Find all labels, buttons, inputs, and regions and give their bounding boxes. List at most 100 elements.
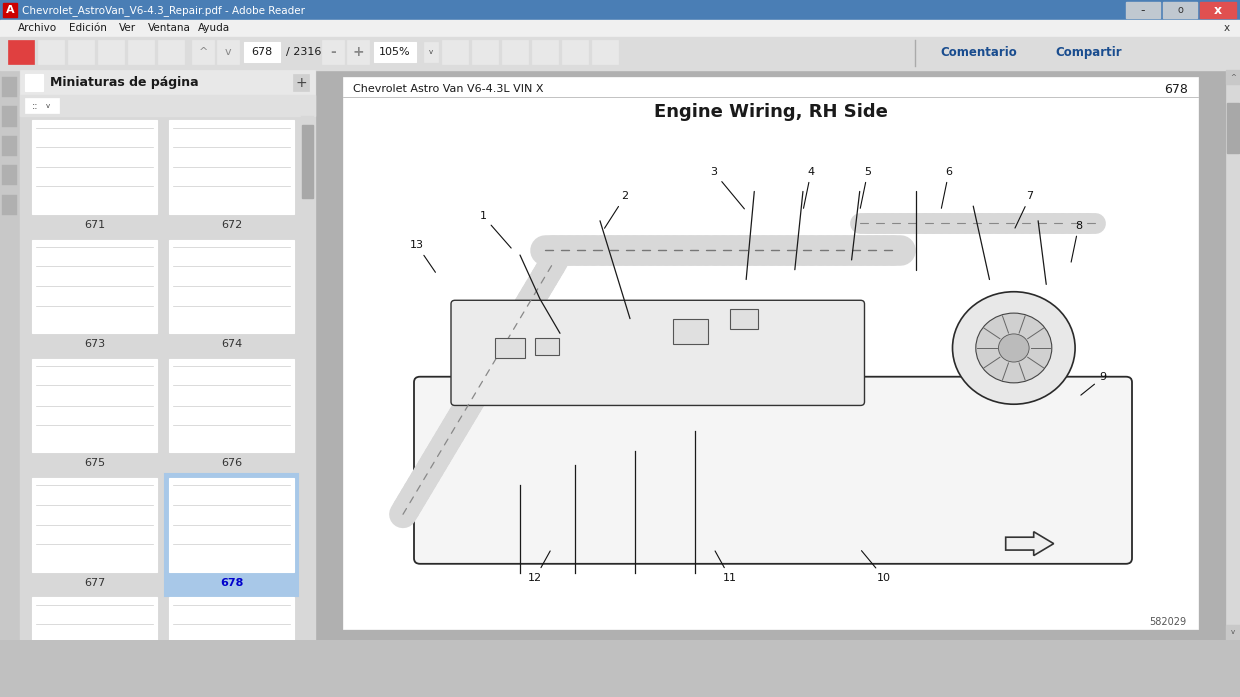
Text: 678: 678 — [1164, 82, 1188, 95]
Text: 6: 6 — [941, 167, 952, 208]
Text: 8: 8 — [1071, 221, 1083, 262]
Bar — [0, 70, 20, 640]
Text: Ventana: Ventana — [148, 24, 191, 33]
Text: Ver: Ver — [119, 24, 136, 33]
FancyBboxPatch shape — [451, 300, 864, 406]
Text: 4: 4 — [804, 167, 815, 208]
Bar — [1226, 70, 1240, 640]
Bar — [0, 37, 1240, 70]
Bar — [365, 123, 1176, 612]
Text: v: v — [46, 102, 50, 109]
Bar — [169, 478, 294, 572]
Bar — [1228, 102, 1239, 153]
Bar — [98, 40, 124, 64]
Text: x: x — [1224, 24, 1230, 33]
Bar — [1163, 2, 1197, 18]
Bar — [441, 40, 467, 64]
Bar — [673, 319, 708, 344]
Text: Chevrolet Astro Van V6-4.3L VIN X: Chevrolet Astro Van V6-4.3L VIN X — [353, 84, 543, 94]
Bar — [495, 338, 525, 358]
Text: 10: 10 — [862, 551, 892, 583]
Bar — [68, 40, 94, 64]
Text: 678: 678 — [219, 578, 243, 588]
Bar — [347, 40, 370, 64]
Bar — [1226, 70, 1240, 84]
Bar — [32, 359, 157, 452]
Text: o: o — [1177, 5, 1183, 15]
Text: 11: 11 — [715, 551, 737, 583]
Bar — [7, 40, 33, 64]
Text: 3: 3 — [711, 167, 744, 209]
Bar — [293, 75, 309, 91]
Bar — [20, 70, 315, 95]
Text: 582029: 582029 — [1149, 618, 1185, 627]
Bar — [315, 70, 1226, 640]
Text: 1: 1 — [480, 211, 511, 248]
Bar — [591, 40, 618, 64]
Text: v: v — [429, 49, 433, 55]
Bar — [322, 40, 343, 64]
Text: Chevrolet_AstroVan_V6-4.3_Repair.pdf - Adobe Reader: Chevrolet_AstroVan_V6-4.3_Repair.pdf - A… — [22, 5, 305, 15]
Bar — [169, 120, 294, 214]
Bar — [2, 77, 17, 98]
Bar — [343, 77, 1198, 629]
Text: v: v — [224, 47, 232, 57]
Text: 2: 2 — [605, 192, 629, 228]
Text: Compartir: Compartir — [1055, 46, 1122, 59]
Text: 674: 674 — [221, 339, 242, 349]
Bar — [38, 40, 64, 64]
Text: Engine Wiring, RH Side: Engine Wiring, RH Side — [653, 103, 888, 121]
Text: ::: :: — [32, 100, 38, 111]
Bar — [502, 40, 528, 64]
Text: A: A — [6, 5, 15, 15]
Bar — [157, 40, 184, 64]
Bar — [25, 98, 60, 113]
Polygon shape — [1006, 532, 1054, 556]
Bar — [192, 40, 215, 64]
Bar — [32, 478, 157, 572]
Text: Comentario: Comentario — [940, 46, 1017, 59]
Bar — [534, 338, 559, 355]
Text: 5: 5 — [861, 167, 872, 208]
Text: x: x — [1214, 3, 1223, 17]
Text: Edición: Edición — [68, 24, 107, 33]
Text: 675: 675 — [84, 459, 105, 468]
Bar — [169, 359, 294, 452]
FancyBboxPatch shape — [414, 376, 1132, 564]
Text: Miniaturas de página: Miniaturas de página — [50, 76, 198, 89]
Text: 7: 7 — [1016, 192, 1034, 228]
Text: +: + — [295, 75, 306, 90]
Bar — [2, 107, 17, 127]
Bar — [32, 597, 157, 691]
Text: Ayuda: Ayuda — [198, 24, 231, 33]
Bar — [2, 136, 17, 156]
Text: 671: 671 — [84, 220, 105, 230]
Text: v: v — [1231, 629, 1235, 635]
Circle shape — [952, 292, 1075, 404]
Bar — [20, 95, 315, 116]
Bar — [303, 125, 312, 198]
Bar — [32, 240, 157, 333]
Bar — [472, 40, 498, 64]
Bar — [1126, 2, 1159, 18]
Bar — [374, 43, 415, 63]
Text: -: - — [1141, 3, 1146, 17]
Text: 13: 13 — [410, 240, 435, 273]
Bar — [32, 120, 157, 214]
Bar — [25, 75, 43, 91]
Bar — [169, 240, 294, 333]
Bar — [128, 40, 154, 64]
Text: / 2316: / 2316 — [286, 47, 321, 57]
Text: 678: 678 — [252, 47, 273, 57]
Text: ^: ^ — [198, 47, 207, 57]
Bar — [1200, 2, 1236, 18]
Text: ^: ^ — [1230, 74, 1236, 80]
Bar — [1226, 625, 1240, 640]
Text: 677: 677 — [84, 578, 105, 588]
Bar — [0, 0, 1240, 20]
Bar — [2, 194, 17, 215]
Bar — [217, 40, 239, 64]
Text: 9: 9 — [1081, 372, 1106, 395]
Text: 12: 12 — [528, 551, 551, 583]
Bar — [244, 43, 280, 63]
